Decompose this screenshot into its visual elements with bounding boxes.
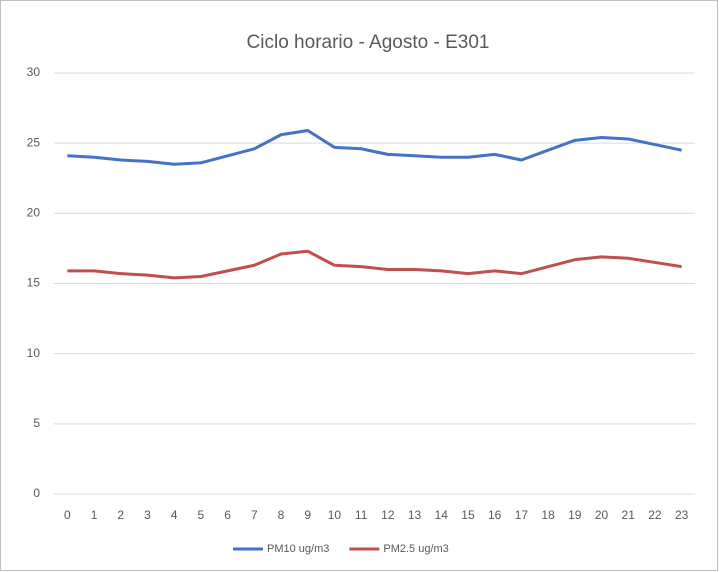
- x-tick-label: 20: [595, 508, 609, 522]
- y-tick-label: 5: [33, 416, 40, 430]
- chart-title: Ciclo horario - Agosto - E301: [247, 32, 490, 53]
- x-tick-label: 23: [675, 508, 689, 522]
- x-tick-label: 1: [91, 508, 98, 522]
- series-line: [67, 129, 682, 166]
- legend-label: PM10 ug/m3: [267, 543, 329, 555]
- x-tick-label: 2: [117, 508, 124, 522]
- y-tick-label: 25: [27, 135, 41, 149]
- x-tick-label: 3: [144, 508, 151, 522]
- x-tick-label: 22: [648, 508, 662, 522]
- y-tick-label: 10: [27, 346, 41, 360]
- y-tick-label: 30: [27, 65, 41, 79]
- x-tick-label: 11: [355, 508, 368, 522]
- x-tick-label: 17: [515, 508, 529, 522]
- x-tick-label: 4: [171, 508, 178, 522]
- x-tick-label: 14: [435, 508, 449, 522]
- x-tick-label: 5: [198, 508, 205, 522]
- x-tick-label: 8: [278, 508, 285, 522]
- x-tick-label: 13: [408, 508, 422, 522]
- y-tick-label: 15: [27, 276, 41, 290]
- y-tick-label: 0: [33, 486, 40, 500]
- x-tick-label: 18: [541, 508, 555, 522]
- x-tick-label: 16: [488, 508, 502, 522]
- series-line: [67, 249, 682, 280]
- x-tick-label: 19: [568, 508, 582, 522]
- x-tick-label: 10: [328, 508, 342, 522]
- x-tick-label: 21: [622, 508, 636, 522]
- x-tick-label: 12: [381, 508, 395, 522]
- x-tick-label: 0: [64, 508, 71, 522]
- x-tick-label: 9: [304, 508, 311, 522]
- legend-label: PM2.5 ug/m3: [383, 543, 448, 555]
- x-tick-label: 7: [251, 508, 258, 522]
- x-tick-label: 6: [224, 508, 231, 522]
- x-tick-label: 15: [461, 508, 475, 522]
- y-tick-label: 20: [27, 206, 41, 220]
